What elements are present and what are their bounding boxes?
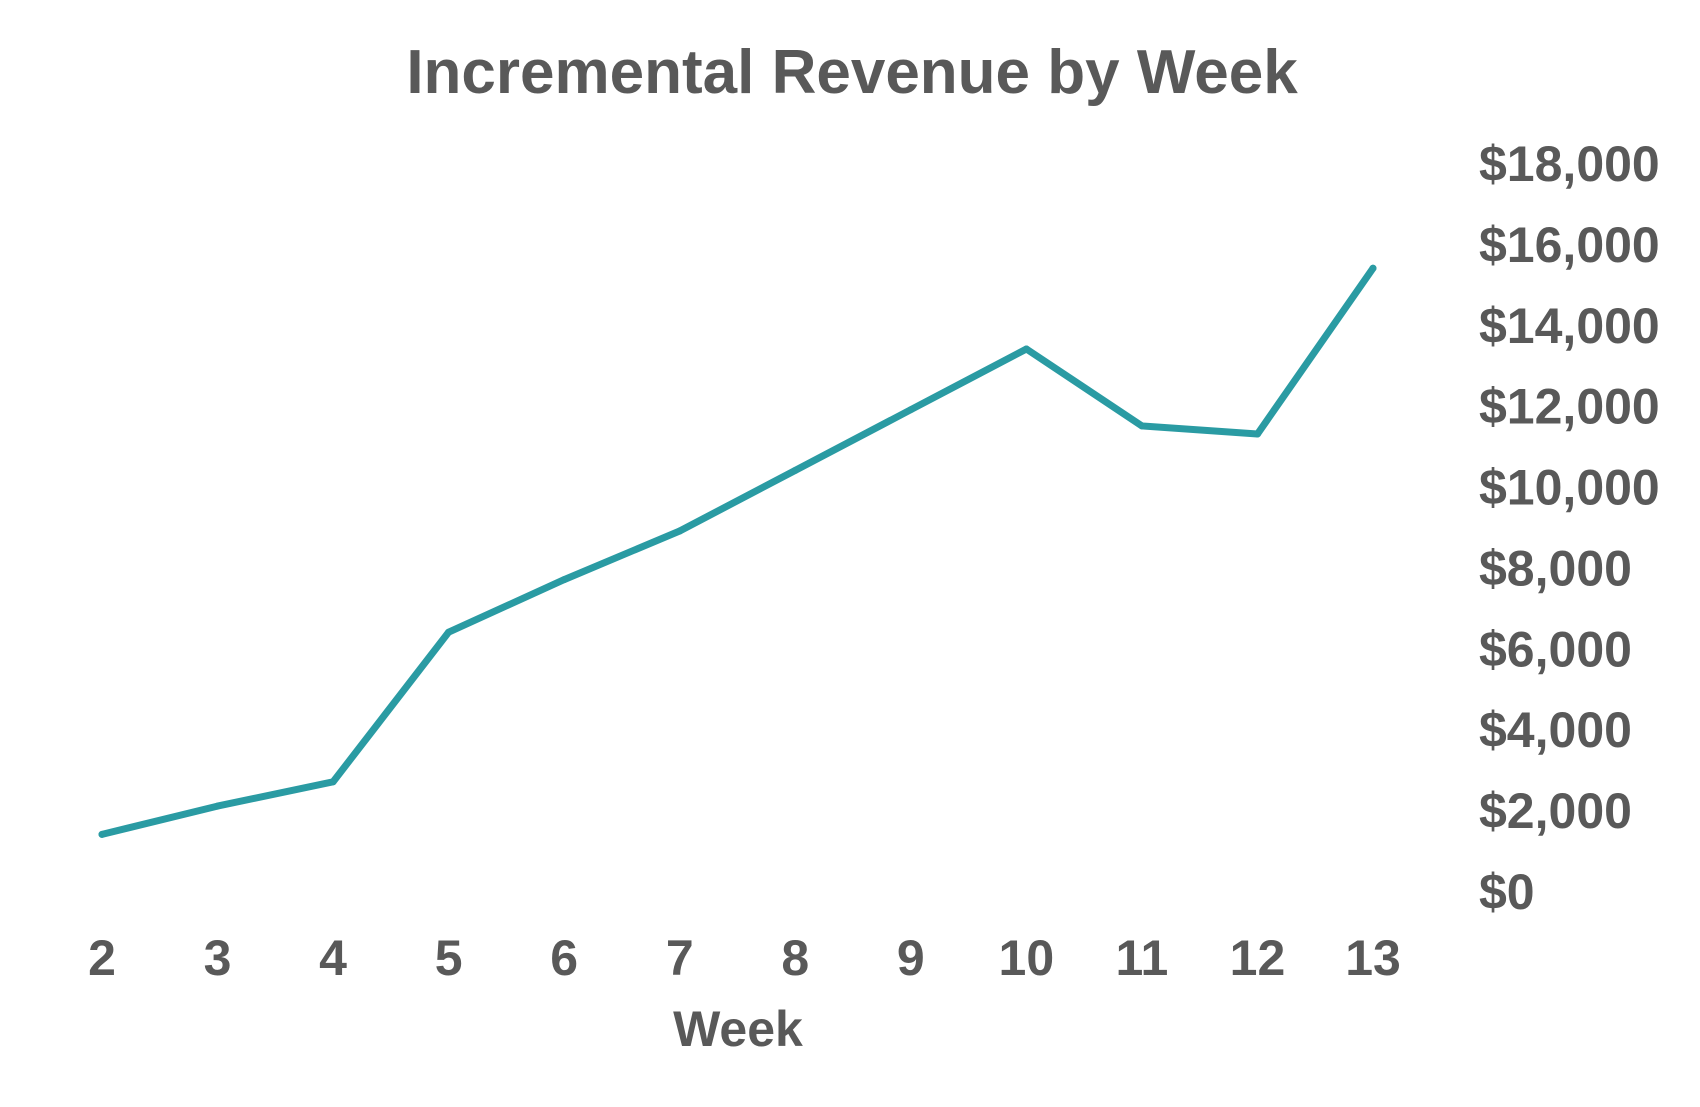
y-tick-label: $8,000: [1479, 540, 1632, 596]
x-tick-label: 10: [999, 930, 1055, 986]
y-tick-label: $6,000: [1479, 621, 1632, 677]
y-tick-label: $2,000: [1479, 783, 1632, 839]
x-axis-title: Week: [673, 1001, 803, 1057]
y-tick-label: $14,000: [1479, 298, 1660, 354]
series-line: [98, 264, 1377, 838]
data-point: [907, 406, 915, 414]
y-tick-label: $4,000: [1479, 702, 1632, 758]
y-tick-label: $18,000: [1479, 136, 1660, 192]
data-point: [1138, 422, 1146, 430]
data-point: [445, 628, 453, 636]
x-tick-label: 13: [1345, 930, 1401, 986]
x-tick-label: 12: [1230, 930, 1286, 986]
y-tick-label: $10,000: [1479, 460, 1660, 516]
x-tick-label: 8: [781, 930, 809, 986]
data-point: [1369, 264, 1377, 272]
x-tick-label: 5: [435, 930, 463, 986]
x-tick-label: 3: [204, 930, 232, 986]
x-tick-label: 4: [319, 930, 347, 986]
data-point: [560, 576, 568, 584]
y-axis: $0 $2,000 $4,000 $6,000 $8,000 $10,000 $12,000…: [1479, 136, 1660, 920]
data-point: [791, 466, 799, 474]
data-point: [98, 830, 106, 838]
data-point: [329, 778, 337, 786]
x-tick-label: 2: [88, 930, 116, 986]
y-tick-label: $16,000: [1479, 217, 1660, 273]
data-point: [1022, 345, 1030, 353]
series-layer: [98, 264, 1377, 838]
data-point: [676, 527, 684, 535]
data-point: [214, 802, 221, 810]
y-tick-label: $12,000: [1479, 379, 1660, 435]
chart-title: Incremental Revenue by Week: [406, 38, 1298, 107]
x-tick-label: 11: [1115, 930, 1168, 986]
x-tick-label: 7: [666, 930, 694, 986]
data-point: [1254, 430, 1261, 438]
y-tick-label: $0: [1479, 864, 1535, 920]
x-axis: 2 3 4 5 6 7 8 9 10 11 12 13: [88, 930, 1401, 986]
x-tick-label: 6: [550, 930, 578, 986]
x-tick-label: 9: [897, 930, 925, 986]
